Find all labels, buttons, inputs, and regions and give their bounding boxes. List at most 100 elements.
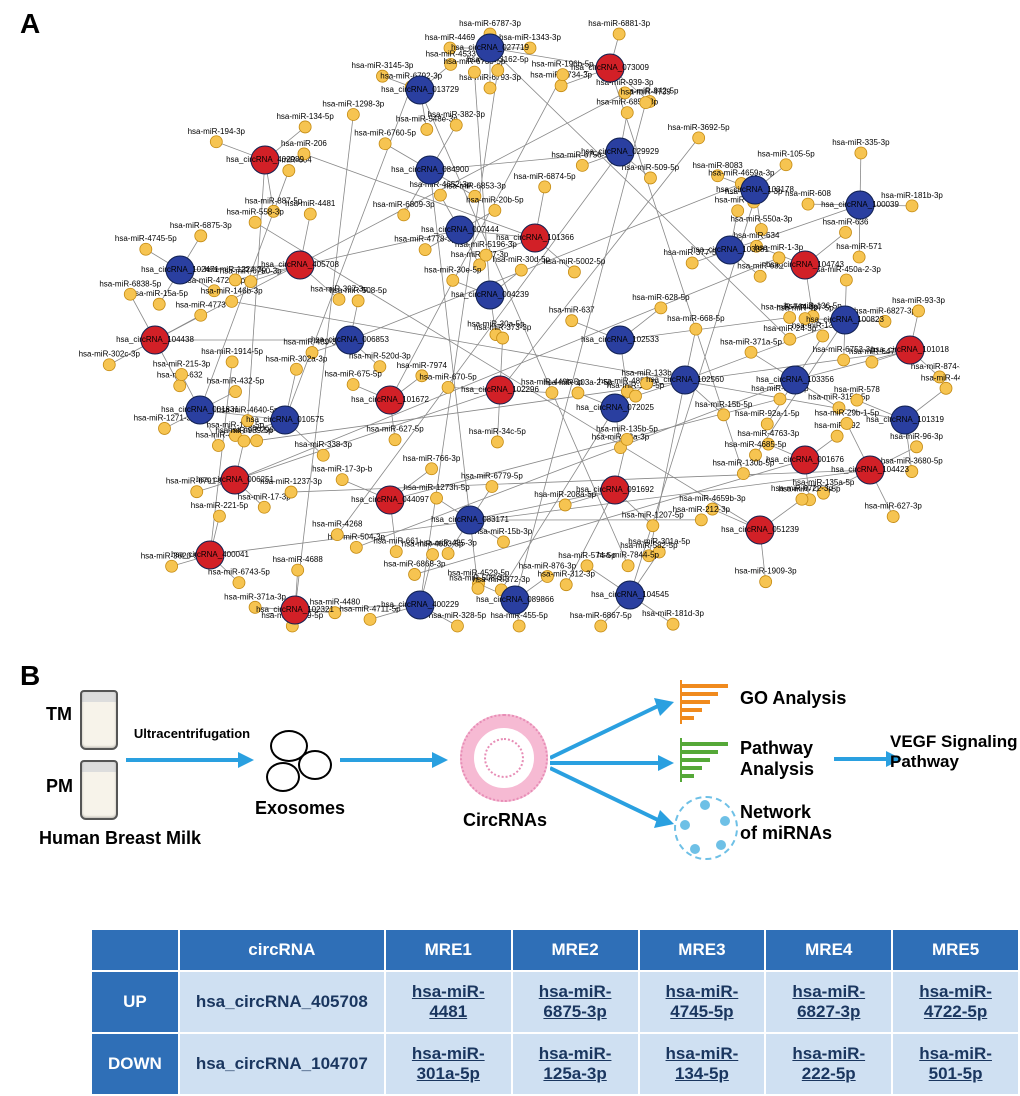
mirna-node — [229, 274, 241, 286]
circrna-label: hsa_circRNA_102533 — [581, 335, 659, 344]
table-header-row: circRNAMRE1MRE2MRE3MRE4MRE5 — [91, 929, 1019, 971]
mirna-node — [292, 564, 304, 576]
mirna-node — [484, 82, 496, 94]
circrna-label: hsa_circRNA_051239 — [721, 525, 799, 534]
mirna-node — [212, 440, 224, 452]
mirna-label: hsa-miR-24-3p — [763, 324, 816, 333]
table-col-mre2: MRE2 — [512, 929, 639, 971]
mirna-label: hsa-miR-135b-5p — [596, 424, 658, 433]
mirna-node — [630, 390, 642, 402]
mirna-node — [447, 274, 459, 286]
mre-cell: hsa-miR-4481 — [385, 971, 512, 1033]
mirna-label: hsa-miR-181b-3p — [881, 191, 943, 200]
mirna-label: hsa-miR-4763-3p — [737, 429, 799, 438]
mirna-label: hsa-miR-571 — [836, 242, 882, 251]
mirna-label: hsa-miR-637 — [549, 306, 595, 315]
milk-label-pm: PM — [46, 776, 73, 797]
mirna-label: hsa-miR-30e-5p — [424, 265, 482, 274]
mirna-label: hsa-miR-766-3p — [403, 454, 461, 463]
mirna-label: hsa-miR-6722-3p — [771, 484, 833, 493]
mirna-label: hsa-miR-15b-3p — [475, 527, 533, 536]
mirna-label: hsa-miR-335-3p — [832, 138, 890, 147]
mirna-node — [230, 386, 242, 398]
mirna-node — [906, 200, 918, 212]
table-col-circrna: circRNA — [179, 929, 385, 971]
circrna-cell: hsa_circRNA_405708 — [179, 971, 385, 1033]
mirna-node — [213, 510, 225, 522]
mirna-node — [557, 69, 569, 81]
mirna-node — [718, 409, 730, 421]
mirna-node — [780, 159, 792, 171]
mirna-node — [640, 97, 652, 109]
go-bars-icon — [680, 680, 740, 724]
vegf-label: VEGF Signaling Pathway — [890, 732, 1020, 772]
exosome-icon — [266, 762, 300, 792]
circrna-label: hsa_circRNA_100039 — [821, 200, 899, 209]
pathway-bars-icon — [680, 738, 740, 782]
circrna-label: hsa_circRNA_044097 — [351, 495, 429, 504]
table-col-mre1: MRE1 — [385, 929, 512, 971]
mirna-label: hsa-miR-373-3p — [474, 323, 532, 332]
mirna-node — [887, 511, 899, 523]
mirna-node — [290, 363, 302, 375]
exosomes-label: Exosomes — [240, 798, 360, 819]
mirna-label: hsa-miR-328-5p — [429, 611, 487, 620]
panel-a-label: A — [20, 8, 40, 40]
mirna-node — [472, 582, 484, 594]
circrna-label: hsa_circRNA_013729 — [381, 85, 459, 94]
mirna-label: hsa-miR-668-5p — [667, 314, 725, 323]
circrna-label: hsa_circRNA_001831 — [161, 405, 239, 414]
circrna-label: hsa_circRNA_010575 — [246, 415, 324, 424]
mirna-node — [831, 430, 843, 442]
circrna-label: hsa_circRNA_400229 — [381, 600, 459, 609]
mirna-label: hsa-miR-1343-3p — [499, 33, 561, 42]
row-label-down: DOWN — [91, 1033, 179, 1095]
mirna-label: hsa-miR-6809-3p — [373, 200, 435, 209]
table-col-mre5: MRE5 — [892, 929, 1019, 971]
mre-cell: hsa-miR-134-5p — [639, 1033, 766, 1095]
mirna-label: hsa-miR-4745-5p — [115, 234, 177, 243]
mirna-node — [655, 302, 667, 314]
mirna-node — [622, 560, 634, 572]
mirna-node — [174, 380, 186, 392]
table-row: UPhsa_circRNA_405708hsa-miR-4481hsa-miR-… — [91, 971, 1019, 1033]
mirna-node — [745, 346, 757, 358]
circrna-label: hsa_circRNA_004239 — [451, 290, 529, 299]
mirna-node — [233, 577, 245, 589]
go-analysis-label: GO Analysis — [740, 688, 880, 709]
mirna-node — [855, 147, 867, 159]
mirna-label: hsa-miR-96-3p — [890, 432, 943, 441]
mirna-node — [103, 359, 115, 371]
mirna-label: hsa-miR-34c-5p — [469, 427, 526, 436]
mirna-node — [450, 119, 462, 131]
mirna-label: hsa-miR-6743-5p — [208, 568, 270, 577]
circrna-label: hsa_circRNA_029929 — [581, 147, 659, 156]
circrna-label: hsa_circRNA_104743 — [766, 260, 844, 269]
mirna-node — [621, 433, 633, 445]
mirna-node — [299, 121, 311, 133]
circrna-label: hsa_circRNA_102321 — [256, 605, 334, 614]
mirna-node — [480, 249, 492, 261]
mirna-label: hsa-miR-558-3p — [226, 207, 284, 216]
mirna-node — [784, 311, 796, 323]
mirna-node — [468, 66, 480, 78]
mre-cell: hsa-miR-6827-3p — [765, 971, 892, 1033]
mirna-node — [285, 486, 297, 498]
mirna-node — [796, 493, 808, 505]
circrna-label: hsa_circRNA_101018 — [871, 345, 949, 354]
mirna-label: hsa-miR-5002-5p — [543, 257, 605, 266]
mre-cell: hsa-miR-6875-3p — [512, 971, 639, 1033]
circrna-cell: hsa_circRNA_104707 — [179, 1033, 385, 1095]
mirna-node — [760, 576, 772, 588]
circrna-label: hsa_circRNA_402989 — [226, 155, 304, 164]
mirna-node — [451, 620, 463, 632]
mirna-label: hsa-miR-578 — [834, 385, 880, 394]
mirna-node — [497, 332, 509, 344]
arrow-ultracentrifugation — [126, 740, 256, 780]
mirna-node — [191, 486, 203, 498]
mirna-node — [817, 330, 829, 342]
mirna-label: hsa-miR-3692-5p — [668, 123, 730, 132]
mirna-node — [513, 620, 525, 632]
mre-cell: hsa-miR-4722-5p — [892, 971, 1019, 1033]
mini-network-label: Network of miRNAs — [740, 802, 860, 844]
